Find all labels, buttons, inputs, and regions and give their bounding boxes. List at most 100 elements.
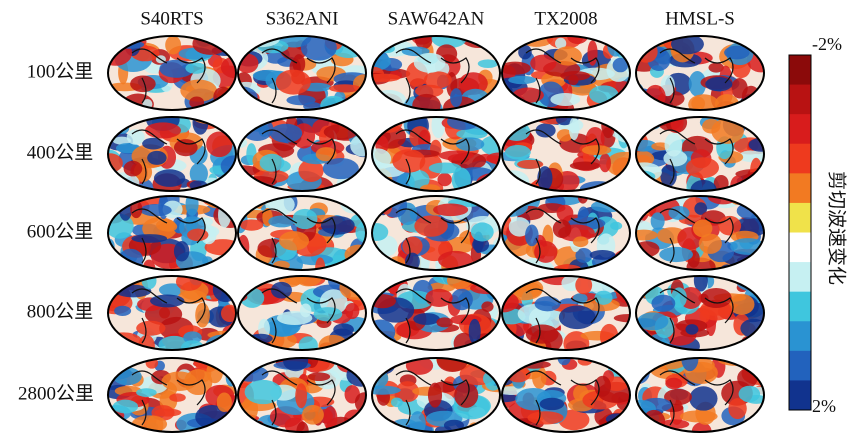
coastline bbox=[659, 129, 734, 185]
anomaly bbox=[525, 324, 559, 344]
anomaly bbox=[454, 382, 479, 408]
map bbox=[238, 276, 366, 350]
anomaly bbox=[637, 312, 669, 331]
anomaly bbox=[724, 45, 750, 60]
coastline bbox=[659, 370, 734, 426]
anomaly bbox=[685, 324, 699, 335]
anomaly bbox=[238, 92, 249, 105]
map-outline bbox=[237, 275, 367, 351]
anomaly bbox=[436, 358, 469, 372]
anomaly bbox=[552, 219, 572, 239]
anomaly bbox=[480, 135, 500, 156]
anomaly bbox=[431, 36, 467, 49]
anomaly bbox=[108, 122, 115, 137]
anomaly bbox=[612, 57, 629, 73]
row-label: 600公里 bbox=[27, 221, 94, 242]
map bbox=[372, 358, 500, 432]
anomaly bbox=[159, 59, 194, 78]
anomaly bbox=[372, 265, 389, 270]
map-outline bbox=[107, 275, 237, 351]
anomaly bbox=[130, 75, 156, 93]
colorbar-segment bbox=[789, 55, 811, 86]
anomaly bbox=[154, 408, 182, 417]
map bbox=[372, 196, 500, 270]
coastline bbox=[131, 208, 206, 264]
colorbar-bottom-label: 2% bbox=[812, 396, 836, 416]
anomaly bbox=[591, 200, 625, 213]
anomaly bbox=[664, 132, 683, 157]
anomaly bbox=[298, 336, 318, 350]
anomaly bbox=[488, 260, 500, 270]
anomaly bbox=[480, 178, 500, 191]
anomaly bbox=[738, 385, 761, 403]
anomaly bbox=[438, 150, 474, 161]
anomaly bbox=[744, 103, 764, 110]
anomaly bbox=[705, 77, 733, 92]
map-outline bbox=[371, 35, 501, 111]
anomaly bbox=[136, 388, 157, 397]
anomaly bbox=[589, 249, 616, 260]
map bbox=[636, 276, 764, 350]
anomaly bbox=[300, 36, 337, 61]
anomaly bbox=[275, 69, 311, 95]
anomaly bbox=[189, 162, 208, 185]
anomaly bbox=[450, 88, 463, 108]
anomaly bbox=[711, 118, 744, 144]
map-outline bbox=[237, 357, 367, 433]
coastline bbox=[525, 370, 600, 426]
anomaly bbox=[537, 166, 553, 191]
anomaly bbox=[665, 377, 683, 390]
anomaly bbox=[734, 117, 764, 122]
anomaly bbox=[636, 121, 661, 130]
anomaly bbox=[612, 248, 630, 270]
anomaly bbox=[502, 340, 515, 350]
map bbox=[502, 117, 630, 191]
coastline bbox=[131, 129, 206, 185]
anomaly bbox=[679, 410, 718, 423]
anomaly bbox=[613, 281, 630, 297]
map bbox=[108, 276, 236, 350]
coastline bbox=[131, 288, 206, 344]
colorbar-title: 剪切波速变化 bbox=[826, 171, 848, 285]
anomaly bbox=[502, 95, 518, 105]
anomaly bbox=[173, 240, 190, 262]
anomaly bbox=[108, 36, 132, 43]
anomaly bbox=[328, 84, 362, 93]
anomaly bbox=[346, 363, 366, 387]
anomaly bbox=[145, 122, 182, 139]
map-outline bbox=[371, 116, 501, 192]
anomaly bbox=[123, 160, 143, 177]
anomaly bbox=[419, 184, 441, 191]
anomaly bbox=[238, 418, 252, 432]
colorbar-segment bbox=[789, 262, 811, 293]
anomaly bbox=[142, 137, 165, 150]
anomaly bbox=[414, 36, 433, 50]
colorbar-segment bbox=[789, 321, 811, 352]
anomaly bbox=[553, 264, 581, 270]
anomaly bbox=[689, 386, 718, 411]
coastline bbox=[659, 208, 734, 264]
anomaly bbox=[636, 424, 661, 432]
anomaly bbox=[555, 117, 574, 126]
map-outline bbox=[635, 35, 765, 111]
anomaly bbox=[636, 83, 644, 103]
row-label: 2800公里 bbox=[18, 383, 94, 404]
anomaly bbox=[372, 223, 389, 241]
anomaly bbox=[372, 385, 401, 395]
map bbox=[636, 358, 764, 432]
map-outline bbox=[635, 275, 765, 351]
anomaly bbox=[220, 103, 236, 110]
anomaly bbox=[594, 290, 613, 305]
map bbox=[636, 117, 764, 191]
anomaly bbox=[238, 359, 261, 375]
anomaly bbox=[685, 157, 720, 179]
anomaly bbox=[229, 170, 236, 190]
anomaly bbox=[372, 333, 385, 348]
anomaly bbox=[333, 323, 354, 336]
colorbar-segment bbox=[789, 114, 811, 145]
anomaly bbox=[114, 305, 132, 317]
anomaly bbox=[472, 36, 500, 47]
anomaly bbox=[108, 174, 117, 191]
anomaly bbox=[185, 196, 199, 217]
colorbar-segment bbox=[789, 173, 811, 204]
